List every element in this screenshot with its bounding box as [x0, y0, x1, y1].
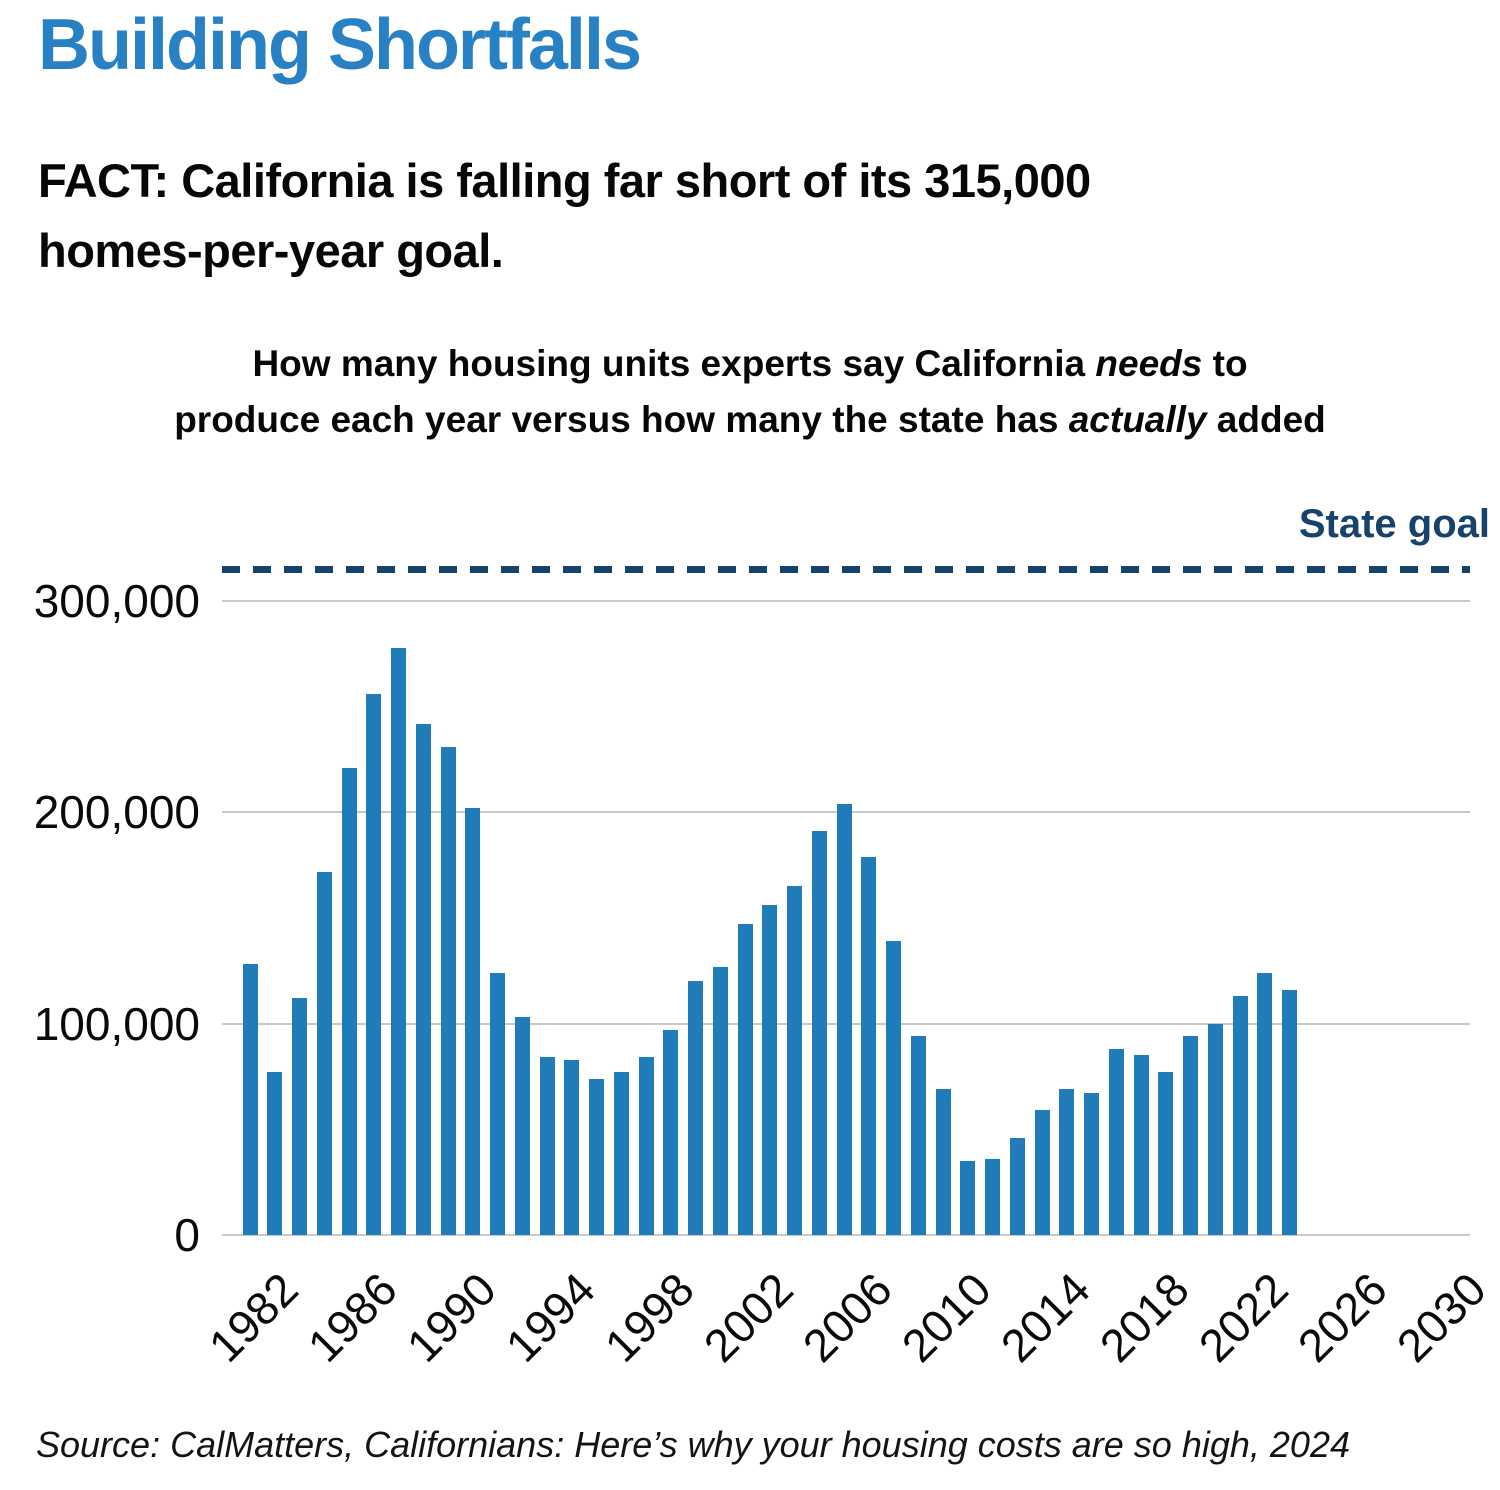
bar-1995	[564, 1060, 580, 1235]
x-axis-tick-label-1986: 1986	[297, 1262, 407, 1372]
bar-2000	[688, 981, 703, 1235]
source-note: Source: CalMatters, Californians: Here’s…	[36, 1424, 1350, 1465]
subtitle-line1-pre: How many housing units experts say Calif…	[252, 343, 1096, 384]
x-axis-tick-label-1998: 1998	[594, 1262, 704, 1372]
bar-2009	[910, 1036, 926, 1235]
state-goal-dashed-line	[222, 566, 1470, 573]
bar-2019	[1158, 1072, 1174, 1235]
x-axis-tick-label-2022: 2022	[1188, 1262, 1298, 1372]
fact-label: FACT:	[38, 154, 169, 207]
bar-2006	[836, 804, 852, 1235]
bar-2016	[1084, 1093, 1099, 1235]
x-axis-tick-label-2014: 2014	[990, 1262, 1100, 1372]
x-axis-tick-label-2026: 2026	[1287, 1262, 1397, 1372]
fact-text-line2: homes-per-year goal.	[38, 224, 504, 277]
y-axis-tick-label-200,000: 200,000	[33, 786, 200, 838]
bar-2011	[960, 1161, 976, 1235]
bar-2015	[1059, 1089, 1075, 1235]
bar-2003	[762, 905, 778, 1235]
bar-1994	[539, 1057, 555, 1235]
bar-2010	[935, 1089, 951, 1235]
bar-1997	[613, 1072, 629, 1235]
bar-2002	[737, 924, 753, 1235]
bar-2024	[1282, 990, 1297, 1235]
bar-1998	[638, 1057, 654, 1235]
x-axis-tick-label-1994: 1994	[495, 1262, 605, 1372]
bar-1989	[415, 724, 431, 1235]
state-goal-label: State goal	[1298, 502, 1490, 546]
x-axis-tick-label-2010: 2010	[891, 1262, 1001, 1372]
bar-2020	[1183, 1036, 1198, 1235]
subtitle-line2-pre: produce each year versus how many the st…	[174, 399, 1069, 440]
gridline-300,000	[222, 600, 1470, 602]
bar-2007	[861, 857, 877, 1235]
bar-1985	[316, 872, 332, 1235]
bar-1988	[391, 648, 406, 1235]
bar-2008	[886, 941, 901, 1235]
x-axis-tick-label-2018: 2018	[1089, 1262, 1199, 1372]
y-axis-tick-label-300,000: 300,000	[33, 575, 200, 627]
bar-2001	[712, 967, 728, 1235]
bar-2022	[1232, 996, 1248, 1235]
subtitle-line1-post: to	[1202, 343, 1248, 384]
chart-subtitle: How many housing units experts say Calif…	[0, 336, 1500, 448]
bar-1986	[341, 768, 357, 1235]
x-axis-tick-label-1990: 1990	[396, 1262, 506, 1372]
bar-2014	[1034, 1110, 1050, 1235]
bar-2023	[1257, 973, 1273, 1235]
subtitle-line2-post: added	[1206, 399, 1326, 440]
bar-1991	[465, 808, 481, 1235]
x-axis-tick-label-2006: 2006	[792, 1262, 902, 1372]
fact-statement: FACT: California is falling far short of…	[38, 146, 1483, 286]
bar-2018	[1133, 1055, 1149, 1235]
bar-1987	[366, 694, 382, 1235]
x-axis-tick-label-1982: 1982	[198, 1262, 308, 1372]
bar-1984	[292, 998, 307, 1235]
bar-2021	[1207, 1024, 1223, 1235]
bar-1999	[663, 1030, 679, 1235]
bar-1982	[242, 964, 258, 1235]
y-axis-tick-label-0: 0	[174, 1209, 200, 1261]
bar-2013	[1009, 1138, 1025, 1235]
x-axis-line	[222, 1234, 1470, 1236]
bar-1996	[589, 1079, 604, 1235]
subtitle-line1-emphasis: needs	[1095, 343, 1203, 384]
bar-2004	[787, 886, 802, 1235]
x-axis-tick-label-2030: 2030	[1386, 1262, 1496, 1372]
page-title: Building Shortfalls	[38, 5, 642, 85]
bar-1983	[267, 1072, 283, 1235]
subtitle-line2-emphasis: actually	[1068, 399, 1207, 440]
bar-1990	[440, 747, 456, 1235]
fact-text-line1: California is falling far short of its 3…	[168, 154, 1091, 207]
bar-1993	[514, 1017, 530, 1235]
y-axis-tick-label-100,000: 100,000	[33, 998, 200, 1050]
bar-2017	[1108, 1049, 1124, 1235]
bar-2012	[985, 1159, 1000, 1235]
bar-1992	[490, 973, 505, 1235]
bar-2005	[811, 831, 827, 1235]
x-axis-tick-label-2002: 2002	[693, 1262, 803, 1372]
